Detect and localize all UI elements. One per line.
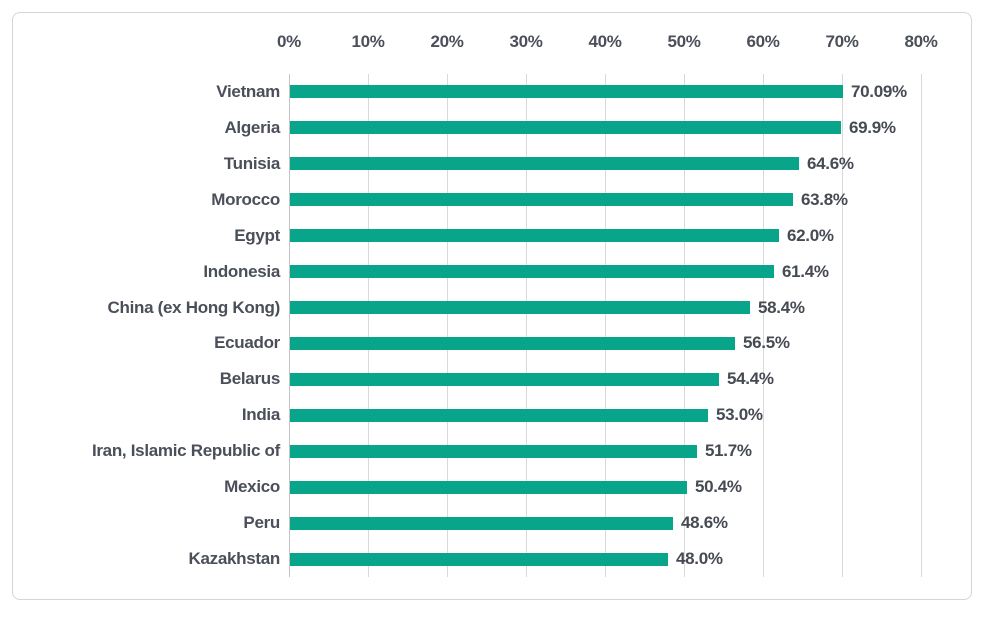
bar	[290, 517, 673, 530]
value-label: 70.09%	[851, 82, 907, 101]
value-label: 58.4%	[758, 298, 805, 317]
bar	[290, 481, 687, 494]
value-label: 51.7%	[705, 441, 752, 460]
x-gridline	[684, 74, 685, 577]
x-gridline	[605, 74, 606, 577]
value-label: 61.4%	[782, 262, 829, 281]
bar-chart: 0% 10% 20% 30% 40% 50% 60% 70% 80% Vietnam 70.09%…	[12, 12, 972, 600]
x-axis-tick-label: 60%	[746, 32, 780, 51]
x-axis-tick-label: 70%	[825, 32, 859, 51]
x-axis-line	[289, 74, 290, 577]
value-label: 63.8%	[801, 190, 848, 209]
x-gridline	[526, 74, 527, 577]
category-label: Kazakhstan	[188, 549, 281, 568]
bar	[290, 301, 750, 314]
x-gridline	[763, 74, 764, 577]
category-label: Peru	[243, 513, 280, 532]
bar	[290, 373, 719, 386]
value-label: 50.4%	[695, 477, 742, 496]
bar	[290, 229, 779, 242]
x-gridline	[368, 74, 369, 577]
category-label: Tunisia	[223, 154, 280, 173]
value-label: 56.5%	[743, 333, 790, 352]
category-label: Iran, Islamic Republic of	[91, 441, 280, 460]
value-label: 69.9%	[849, 118, 896, 137]
value-label: 54.4%	[727, 369, 774, 388]
category-label: Belarus	[219, 369, 281, 388]
bar	[290, 265, 774, 278]
bar	[290, 193, 793, 206]
x-gridline	[842, 74, 843, 577]
category-label: Indonesia	[203, 262, 280, 281]
category-label: Algeria	[224, 118, 280, 137]
value-label: 53.0%	[716, 405, 763, 424]
x-axis-tick-label: 30%	[509, 32, 543, 51]
x-axis-tick-label: 10%	[351, 32, 385, 51]
x-axis-tick-label: 50%	[667, 32, 701, 51]
bar	[290, 157, 799, 170]
category-label: China (ex Hong Kong)	[107, 298, 281, 317]
bar	[290, 337, 735, 350]
x-gridline	[447, 74, 448, 577]
value-label: 62.0%	[787, 226, 834, 245]
value-label: 48.0%	[676, 549, 723, 568]
x-axis-tick-label: 40%	[588, 32, 622, 51]
x-axis-tick-label: 20%	[430, 32, 464, 51]
x-axis-tick-label: 0%	[277, 32, 301, 51]
category-label: Egypt	[234, 226, 280, 245]
category-label: Ecuador	[214, 333, 280, 352]
bar	[290, 121, 841, 134]
bar	[290, 85, 843, 98]
bar	[290, 553, 668, 566]
category-label: Morocco	[211, 190, 280, 209]
bar	[290, 409, 708, 422]
x-gridline	[921, 74, 922, 577]
x-axis-tick-label: 80%	[904, 32, 938, 51]
value-label: 64.6%	[807, 154, 854, 173]
value-label: 48.6%	[681, 513, 728, 532]
category-label: Mexico	[224, 477, 280, 496]
category-label: Vietnam	[216, 82, 280, 101]
category-label: India	[241, 405, 280, 424]
bar	[290, 445, 697, 458]
